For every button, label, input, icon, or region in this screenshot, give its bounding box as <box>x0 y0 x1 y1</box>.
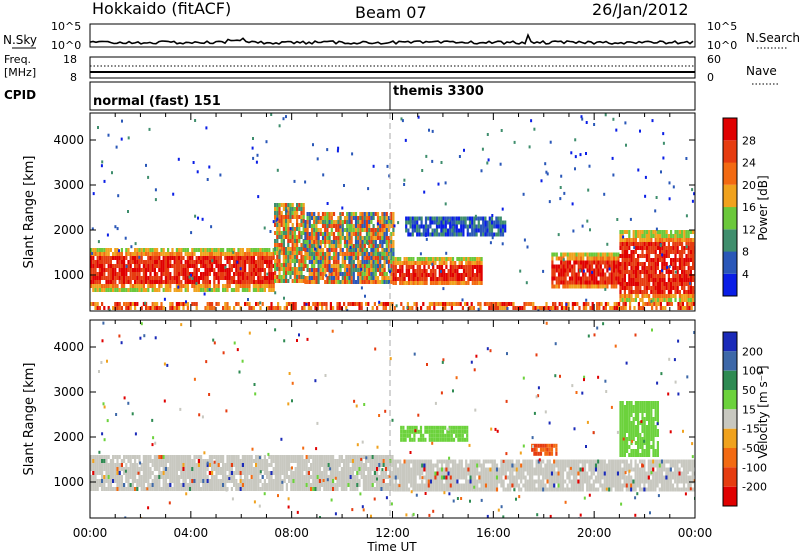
power-ylabel: Slant Range [km] <box>22 156 37 269</box>
nsky-tick-top: 10^5 <box>51 20 81 33</box>
x-axis-label: Time UT <box>366 540 417 554</box>
colorbar-swatch <box>723 370 737 390</box>
colorbar-tick-label: 16 <box>742 201 756 214</box>
nave-label: Nave <box>746 64 777 78</box>
colorbar-swatch <box>723 184 737 208</box>
power-ytick-label: 1000 <box>53 268 84 282</box>
colorbar-tick-label: 12 <box>742 223 756 236</box>
x-tick-label: 16:00 <box>476 526 511 540</box>
x-tick-label: 08:00 <box>274 526 309 540</box>
colorbar-swatch <box>723 351 737 371</box>
freq-label: Freq. <box>4 53 31 66</box>
colorbar-swatch <box>723 428 737 448</box>
colorbar-swatch <box>723 486 737 506</box>
velocity-colorbar-label: Velocity [m s⁻¹] <box>756 365 770 458</box>
power-ytick-label: 4000 <box>53 133 84 147</box>
colorbar-swatch <box>723 409 737 429</box>
x-tick-label: 20:00 <box>577 526 612 540</box>
velocity-ytick-label: 1000 <box>53 475 84 489</box>
x-tick-label: 00:00 <box>73 526 108 540</box>
colorbar-tick-label: 8 <box>742 246 749 259</box>
nsearch-tick-bottom: 10^0 <box>707 39 737 52</box>
colorbar-tick-label: -100 <box>742 461 767 474</box>
velocity-ylabel: Slant Range [km] <box>22 363 37 476</box>
nsearch-tick-top: 10^5 <box>707 20 737 33</box>
nsearch-label: N.Search <box>746 31 800 45</box>
colorbar-swatch <box>723 207 737 230</box>
colorbar-swatch <box>723 448 737 468</box>
colorbar-tick-label: 4 <box>742 268 749 281</box>
colorbar-tick-label: 20 <box>742 179 756 192</box>
velocity-ytick-label: 2000 <box>53 430 84 444</box>
power-colorbar-label: Power [dB] <box>756 175 770 240</box>
cpid-panel: CPID normal (fast) 151 themis 3300 <box>4 81 696 111</box>
date-title: 26/Jan/2012 <box>592 0 689 19</box>
nsky-trace <box>89 32 694 46</box>
colorbar-tick-label: 200 <box>742 345 763 358</box>
colorbar-swatch <box>723 390 737 410</box>
colorbar-tick-label: 50 <box>742 384 756 397</box>
colorbar-tick-label: 24 <box>742 157 756 170</box>
colorbar-swatch <box>723 251 737 274</box>
freq-unit: [MHz] <box>4 66 36 79</box>
colorbar-tick-label: -15 <box>742 423 760 436</box>
cpid-label: CPID <box>4 88 36 102</box>
station-title: Hokkaido (fitACF) <box>92 0 231 18</box>
colorbar-swatch <box>723 273 737 297</box>
colorbar-tick-label: 28 <box>742 134 756 147</box>
nsky-tick-bottom: 10^0 <box>51 39 81 52</box>
power-panel: 1000 2000 3000 4000 Slant Range [km] <box>22 112 696 312</box>
power-colorbar: 4 8 12 16 20 24 28 <box>722 117 756 297</box>
freq-panel: Freq. [MHz] 18 8 60 0 Nave <box>4 53 778 85</box>
colorbar-swatch <box>723 229 737 252</box>
colorbar-swatch <box>723 332 737 352</box>
nave-tick-top: 60 <box>707 53 721 66</box>
colorbar-swatch <box>723 467 737 487</box>
x-tick-label: 00:00 <box>678 526 713 540</box>
velocity-colorbar: 200 100 50 15 -15 -50 -100 -200 <box>722 331 767 507</box>
freq-tick-top: 18 <box>63 53 77 66</box>
nsky-label: N.Sky <box>3 33 37 47</box>
x-axis: 00:00 04:00 08:00 12:00 16:00 20:00 00:00 <box>73 526 713 540</box>
cpid-mode-2: themis 3300 <box>393 84 484 99</box>
nave-tick-bottom: 0 <box>707 71 714 84</box>
freq-tick-bottom: 8 <box>70 71 77 84</box>
power-ytick-label: 2000 <box>53 223 84 237</box>
colorbar-tick-label: -200 <box>742 481 767 494</box>
colorbar-swatch <box>723 162 737 185</box>
cpid-mode-1: normal (fast) 151 <box>93 94 221 109</box>
nsky-panel: N.Sky 10^5 10^0 10^5 10^0 N.Search <box>3 20 800 52</box>
power-ytick-label: 3000 <box>53 178 84 192</box>
colorbar-tick-label: -50 <box>742 442 760 455</box>
x-tick-label: 12:00 <box>375 526 410 540</box>
colorbar-tick-label: 100 <box>742 365 763 378</box>
beam-title: Beam 07 <box>355 3 427 22</box>
colorbar-swatch <box>723 140 737 163</box>
velocity-ytick-label: 3000 <box>53 385 84 399</box>
velocity-panel: 1000 2000 3000 4000 Slant Range [km] <box>22 319 696 519</box>
colorbar-swatch <box>723 118 737 141</box>
power-heatmap <box>90 113 695 311</box>
x-tick-label: 04:00 <box>174 526 209 540</box>
velocity-ytick-label: 4000 <box>53 340 84 354</box>
velocity-heatmap <box>90 321 695 518</box>
colorbar-tick-label: 15 <box>742 403 756 416</box>
